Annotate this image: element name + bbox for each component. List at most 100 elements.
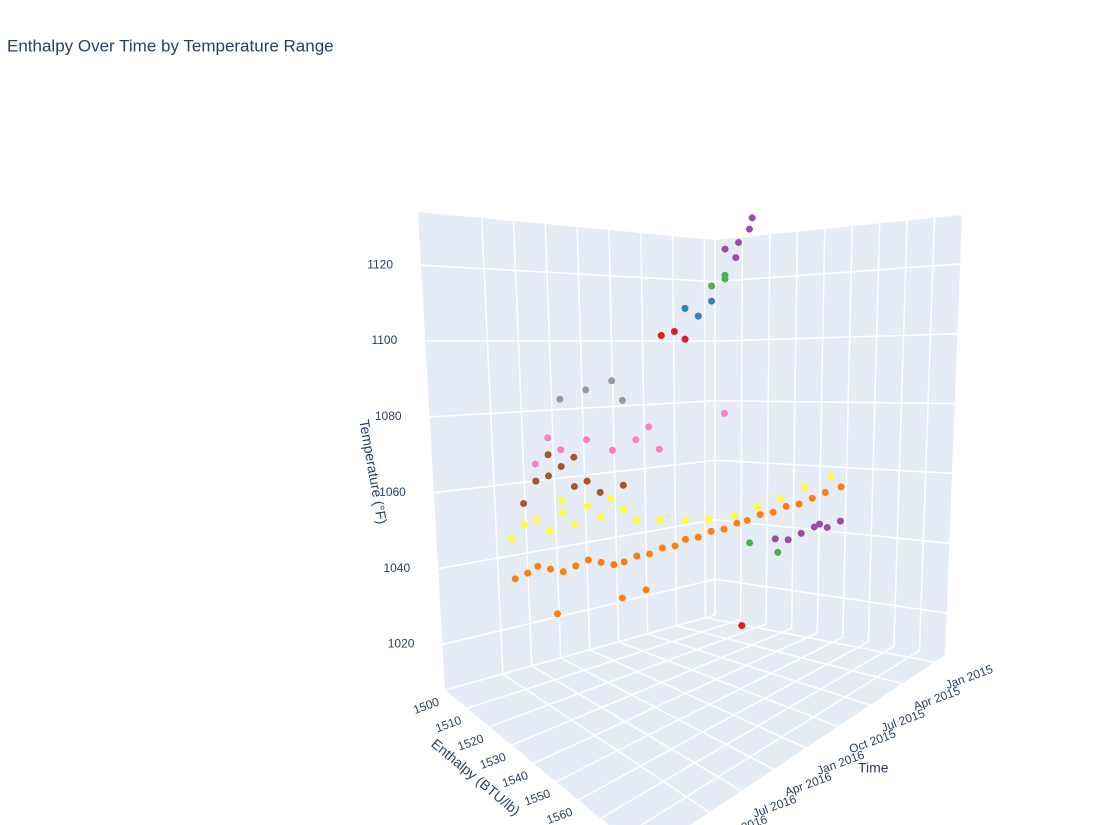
grid-line [442, 578, 716, 646]
data-point [511, 575, 519, 583]
data-point [732, 254, 740, 262]
data-point [557, 446, 565, 454]
data-point [743, 516, 751, 524]
grid-line [560, 657, 774, 770]
data-point [810, 523, 818, 531]
data-point [708, 282, 716, 290]
data-point [570, 482, 578, 490]
grid-line [671, 235, 678, 626]
x-tick-label: Oct 2016 [719, 812, 770, 825]
grid-line [433, 459, 716, 494]
data-point [597, 558, 605, 566]
data-point [620, 558, 628, 566]
data-point [774, 548, 782, 556]
grid-line [618, 641, 839, 728]
data-point [583, 477, 591, 485]
grid-line [714, 263, 961, 283]
data-point [619, 481, 627, 489]
grid-line [555, 636, 844, 783]
data-point [610, 561, 618, 569]
x-axis-title: Time [858, 760, 889, 776]
data-point [816, 520, 824, 528]
grid-line [466, 618, 741, 710]
data-point [632, 516, 640, 524]
data-point [823, 524, 831, 532]
data-point [777, 495, 785, 503]
grid-line [676, 624, 903, 685]
data-point [534, 562, 542, 570]
grid-line [714, 519, 950, 545]
data-point [558, 496, 566, 504]
data-point [582, 386, 590, 394]
data-point [681, 304, 689, 312]
data-point [657, 331, 665, 339]
data-point [608, 446, 616, 454]
data-point [645, 423, 653, 431]
grid-line [842, 226, 853, 638]
grid-line [531, 665, 742, 792]
data-point [681, 535, 689, 543]
data-point [556, 395, 564, 403]
data-point [584, 502, 592, 510]
data-point [735, 239, 743, 247]
y-tick-label: 1510 [433, 713, 463, 735]
data-point [730, 511, 738, 519]
data-point [559, 568, 567, 576]
data-point [707, 527, 715, 535]
y-tick-label: 1500 [411, 695, 441, 717]
left-wall [418, 212, 715, 690]
data-point [694, 533, 702, 541]
data-point [720, 409, 728, 417]
data-point [618, 594, 626, 602]
grid-line [589, 649, 807, 749]
data-point [531, 460, 539, 468]
grid-line [739, 237, 744, 620]
data-point [754, 503, 762, 511]
y-tick-label: 1520 [456, 731, 486, 753]
z-tick-label: 1020 [388, 637, 415, 651]
grid-line [790, 231, 799, 629]
y-tick-label: 1560 [545, 805, 575, 825]
data-point [545, 472, 553, 480]
data-point [738, 622, 746, 630]
grid-line [867, 223, 881, 642]
grid-line [544, 223, 562, 658]
grid-line [714, 578, 947, 614]
grid-line [714, 332, 958, 342]
grid-line [511, 627, 792, 746]
grid-line [438, 519, 716, 570]
grid-line [639, 649, 920, 825]
data-point [721, 245, 729, 253]
grid-line [502, 673, 710, 813]
z-tick-label: 1100 [371, 333, 397, 347]
data-point [533, 515, 541, 523]
data-point [642, 586, 650, 594]
data-point [771, 535, 779, 543]
grid-line [893, 220, 908, 647]
grid-line [765, 234, 771, 624]
data-point [681, 335, 689, 343]
data-point [646, 550, 654, 558]
data-point [827, 472, 835, 480]
y-tick-label: 1530 [478, 750, 508, 772]
data-point [520, 499, 528, 507]
data-point [748, 214, 756, 222]
data-point [532, 477, 540, 485]
data-point [571, 520, 579, 528]
data-point [572, 562, 580, 570]
grid-line [714, 459, 953, 475]
data-point [708, 297, 716, 305]
grid-line [918, 217, 936, 651]
z-tick-label: 1120 [367, 257, 393, 271]
grid-line [647, 633, 871, 706]
grid-line [512, 220, 533, 666]
grid-line [816, 228, 826, 633]
grid-line [480, 217, 504, 674]
data-point [821, 488, 829, 496]
data-point [553, 610, 561, 618]
data-point [524, 569, 532, 577]
data-point [836, 517, 844, 525]
data-point [733, 519, 741, 527]
